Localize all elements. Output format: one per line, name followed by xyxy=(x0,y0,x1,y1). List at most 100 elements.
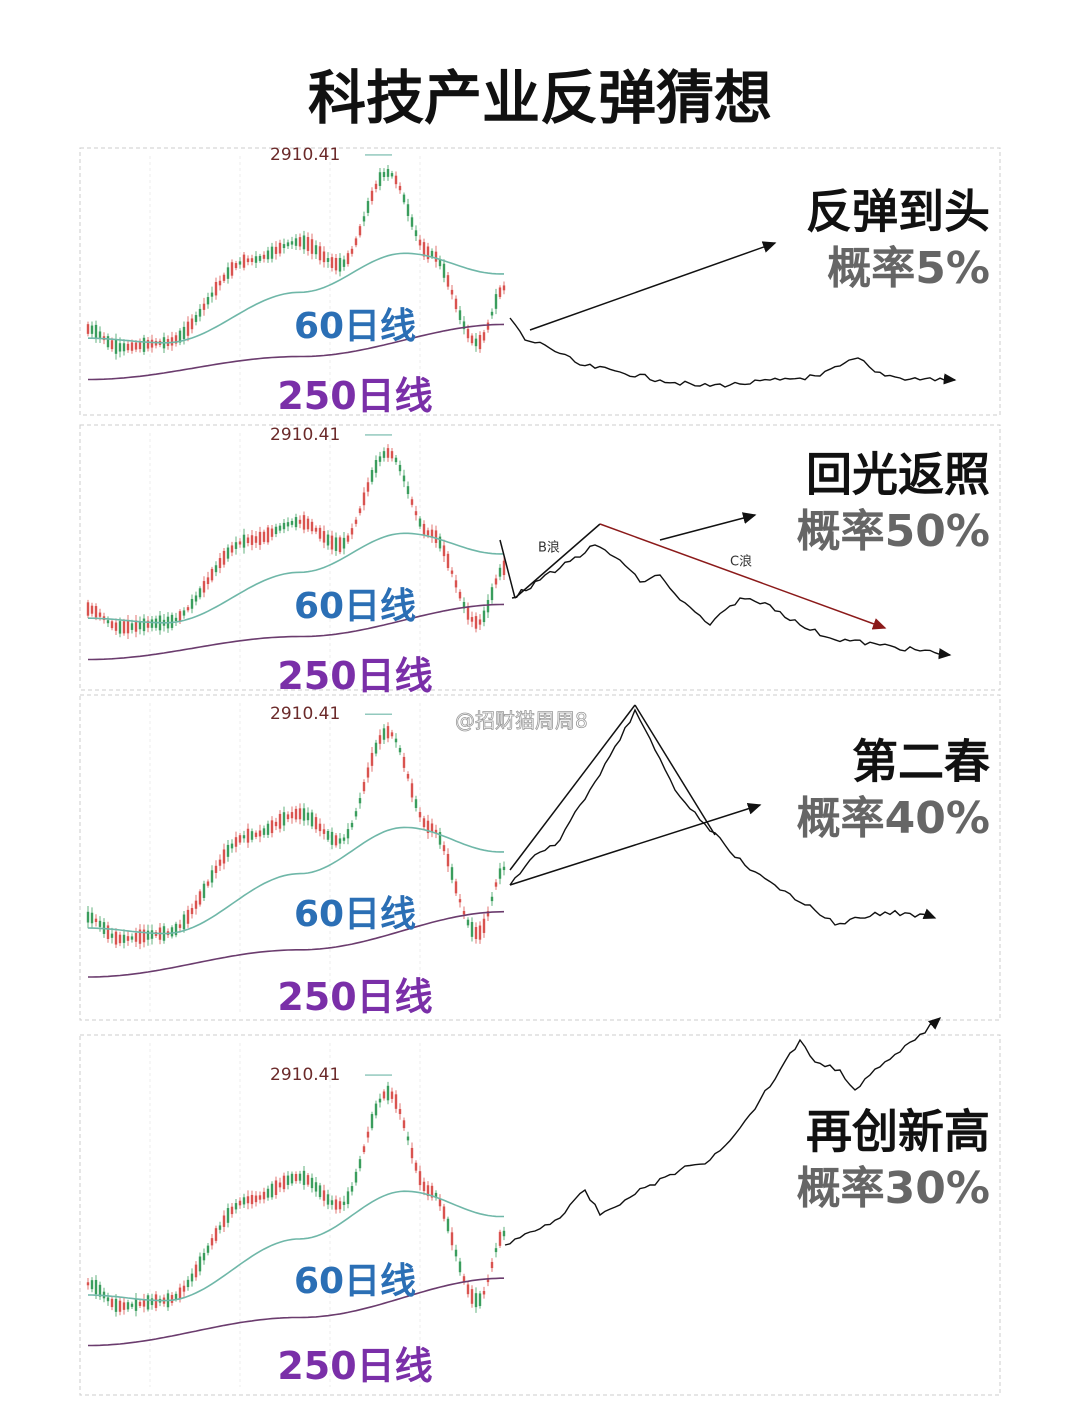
candle-body xyxy=(354,1171,358,1183)
candle-body xyxy=(174,617,178,621)
candle-body xyxy=(314,1182,318,1192)
watermark: @招财猫周周8 xyxy=(455,709,588,733)
candle-body xyxy=(302,1170,306,1185)
candle-body xyxy=(226,547,230,559)
candle-body xyxy=(358,226,362,236)
candle-body xyxy=(122,343,126,352)
candle-body xyxy=(246,537,250,544)
candle-body xyxy=(298,1173,302,1181)
candle-body xyxy=(386,169,390,177)
candle-body xyxy=(382,172,386,177)
candle-body xyxy=(126,936,130,941)
candle-body xyxy=(306,518,310,530)
candle-body xyxy=(390,173,394,177)
candle-body xyxy=(222,550,226,565)
candle-body xyxy=(146,1295,150,1310)
candle-body xyxy=(138,929,142,944)
candle-body xyxy=(490,311,494,316)
candle-body xyxy=(382,1091,386,1099)
candle-body xyxy=(262,531,266,542)
candle-body xyxy=(230,1206,234,1215)
candle-body xyxy=(222,274,226,281)
candle-body xyxy=(294,238,298,246)
candle-body xyxy=(326,1194,330,1205)
candle-body xyxy=(182,914,186,930)
projected-price xyxy=(509,317,957,388)
candle-body xyxy=(498,567,502,577)
candle-body xyxy=(110,621,114,629)
candle-body xyxy=(310,521,314,532)
candle-body xyxy=(210,1238,214,1246)
candle-body xyxy=(282,1175,286,1190)
candle-body xyxy=(326,258,330,262)
candle-body xyxy=(266,527,270,543)
candle-body xyxy=(378,1098,382,1103)
candle-body xyxy=(398,747,402,753)
candle-body xyxy=(438,536,442,549)
candle-body xyxy=(114,622,118,631)
candle-body xyxy=(470,617,474,622)
wave-label: B浪 xyxy=(538,541,560,556)
candle-body xyxy=(398,1109,402,1115)
candle-body xyxy=(206,577,210,585)
scenario-title: 反弹到头 xyxy=(806,185,990,239)
candle-body xyxy=(242,254,246,268)
candle-body xyxy=(126,620,130,634)
candle-body xyxy=(454,580,458,588)
candle-body xyxy=(406,1136,410,1141)
candle-body xyxy=(106,1297,110,1302)
candle-body xyxy=(114,1298,118,1312)
candle-body xyxy=(258,255,262,261)
candle-body xyxy=(94,918,98,923)
candle-body xyxy=(106,925,110,939)
candle-body xyxy=(90,605,94,614)
candle-body xyxy=(138,1301,142,1306)
candle-body xyxy=(390,1091,394,1099)
candle-body xyxy=(174,1293,178,1300)
candle-body xyxy=(334,257,338,271)
candle-body xyxy=(438,1198,442,1207)
candle-body xyxy=(430,250,434,257)
candle-body xyxy=(486,599,490,613)
candle-body xyxy=(358,1159,362,1169)
candle-body xyxy=(466,328,470,339)
candle-body xyxy=(190,598,194,609)
trend-arrow xyxy=(509,704,636,871)
candle-body xyxy=(358,798,362,804)
ma60-label: 60日线 xyxy=(294,306,416,347)
candle-body xyxy=(450,570,454,574)
peak-label: 2910.41 xyxy=(270,704,340,724)
candle-body xyxy=(282,244,286,249)
candle-body xyxy=(386,726,390,739)
candle-body xyxy=(502,560,506,576)
candle-body xyxy=(350,1186,354,1192)
candle-body xyxy=(146,620,150,628)
candle-body xyxy=(150,339,154,348)
candle-body xyxy=(498,1231,502,1246)
candle-body xyxy=(362,782,366,792)
candle-body xyxy=(462,321,466,330)
candle-body xyxy=(290,1173,294,1184)
candle-body xyxy=(258,531,262,545)
candle-body xyxy=(234,837,238,847)
candle-body xyxy=(134,342,138,350)
candle-body xyxy=(430,1185,434,1198)
candle-body xyxy=(302,808,306,821)
candle-body xyxy=(446,275,450,287)
candle-body xyxy=(490,1261,494,1269)
candle-body xyxy=(466,607,470,620)
ma60-line xyxy=(87,826,504,935)
panel-frame xyxy=(79,1034,1001,1396)
candle-body xyxy=(202,303,206,310)
candle-body xyxy=(222,1215,226,1227)
candle-body xyxy=(474,338,478,347)
candle-body xyxy=(90,912,94,924)
candle-body xyxy=(122,1302,126,1310)
candle-body xyxy=(142,618,146,632)
candle-body xyxy=(246,258,250,263)
candle-body xyxy=(330,1200,334,1205)
ma250-line xyxy=(88,603,505,661)
ma250-line xyxy=(88,1277,504,1347)
candle-body xyxy=(190,908,194,915)
